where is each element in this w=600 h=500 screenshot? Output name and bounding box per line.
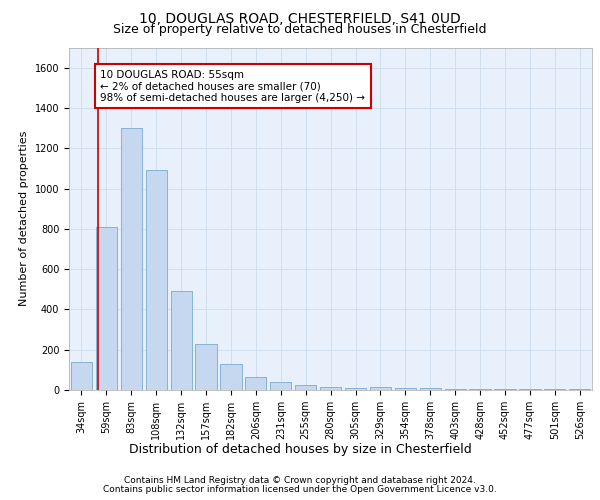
- Text: Distribution of detached houses by size in Chesterfield: Distribution of detached houses by size …: [128, 442, 472, 456]
- Bar: [544, 389, 565, 390]
- Bar: [494, 389, 515, 390]
- Bar: [245, 377, 266, 390]
- Bar: [569, 389, 590, 390]
- Bar: [445, 389, 466, 390]
- Bar: [520, 389, 541, 390]
- Bar: [146, 170, 167, 390]
- Bar: [121, 128, 142, 390]
- Text: 10, DOUGLAS ROAD, CHESTERFIELD, S41 0UD: 10, DOUGLAS ROAD, CHESTERFIELD, S41 0UD: [139, 12, 461, 26]
- Bar: [419, 388, 441, 390]
- Bar: [320, 387, 341, 390]
- Bar: [96, 227, 117, 390]
- Bar: [220, 364, 242, 390]
- Bar: [270, 382, 292, 390]
- Bar: [295, 385, 316, 390]
- Y-axis label: Number of detached properties: Number of detached properties: [19, 131, 29, 306]
- Text: Size of property relative to detached houses in Chesterfield: Size of property relative to detached ho…: [113, 22, 487, 36]
- Text: 10 DOUGLAS ROAD: 55sqm
← 2% of detached houses are smaller (70)
98% of semi-deta: 10 DOUGLAS ROAD: 55sqm ← 2% of detached …: [100, 70, 365, 103]
- Bar: [196, 344, 217, 390]
- Bar: [345, 388, 366, 390]
- Bar: [370, 387, 391, 390]
- Text: Contains public sector information licensed under the Open Government Licence v3: Contains public sector information licen…: [103, 485, 497, 494]
- Text: Contains HM Land Registry data © Crown copyright and database right 2024.: Contains HM Land Registry data © Crown c…: [124, 476, 476, 485]
- Bar: [170, 292, 192, 390]
- Bar: [469, 389, 491, 390]
- Bar: [395, 388, 416, 390]
- Bar: [71, 362, 92, 390]
